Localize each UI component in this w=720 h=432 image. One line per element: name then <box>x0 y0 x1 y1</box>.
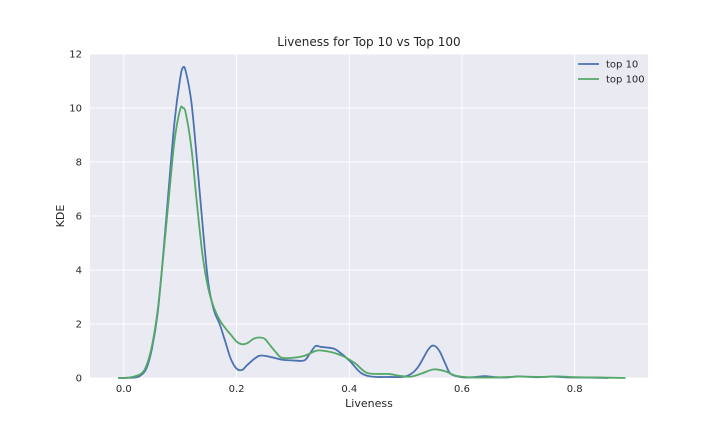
y-axis-label: KDE <box>54 205 67 228</box>
grid-lines <box>90 53 648 379</box>
series-line-top-100 <box>118 105 626 379</box>
legend-label: top 100 <box>606 75 645 86</box>
x-tick-label: 0.4 <box>341 384 357 395</box>
y-tick-label: 4 <box>76 266 82 277</box>
y-tick-label: 10 <box>69 104 82 115</box>
legend-label: top 10 <box>606 60 638 71</box>
y-tick-label: 0 <box>76 374 82 385</box>
x-axis-label: Liveness <box>345 397 393 410</box>
legend: top 10 top 100 <box>578 60 645 86</box>
series-lines <box>118 65 626 379</box>
x-tick-label: 0.8 <box>567 384 583 395</box>
y-tick-label: 6 <box>76 212 82 223</box>
chart-title: Liveness for Top 10 vs Top 100 <box>277 35 460 49</box>
y-tick-label: 2 <box>76 320 82 331</box>
x-tick-label: 0.0 <box>116 384 132 395</box>
x-tick-label: 0.2 <box>229 384 245 395</box>
y-tick-label: 8 <box>76 158 82 169</box>
tick-labels: 0.0 0.2 0.4 0.6 0.8 0 2 4 6 8 10 12 <box>69 50 582 396</box>
y-tick-label: 12 <box>69 50 82 61</box>
x-tick-label: 0.6 <box>454 384 470 395</box>
